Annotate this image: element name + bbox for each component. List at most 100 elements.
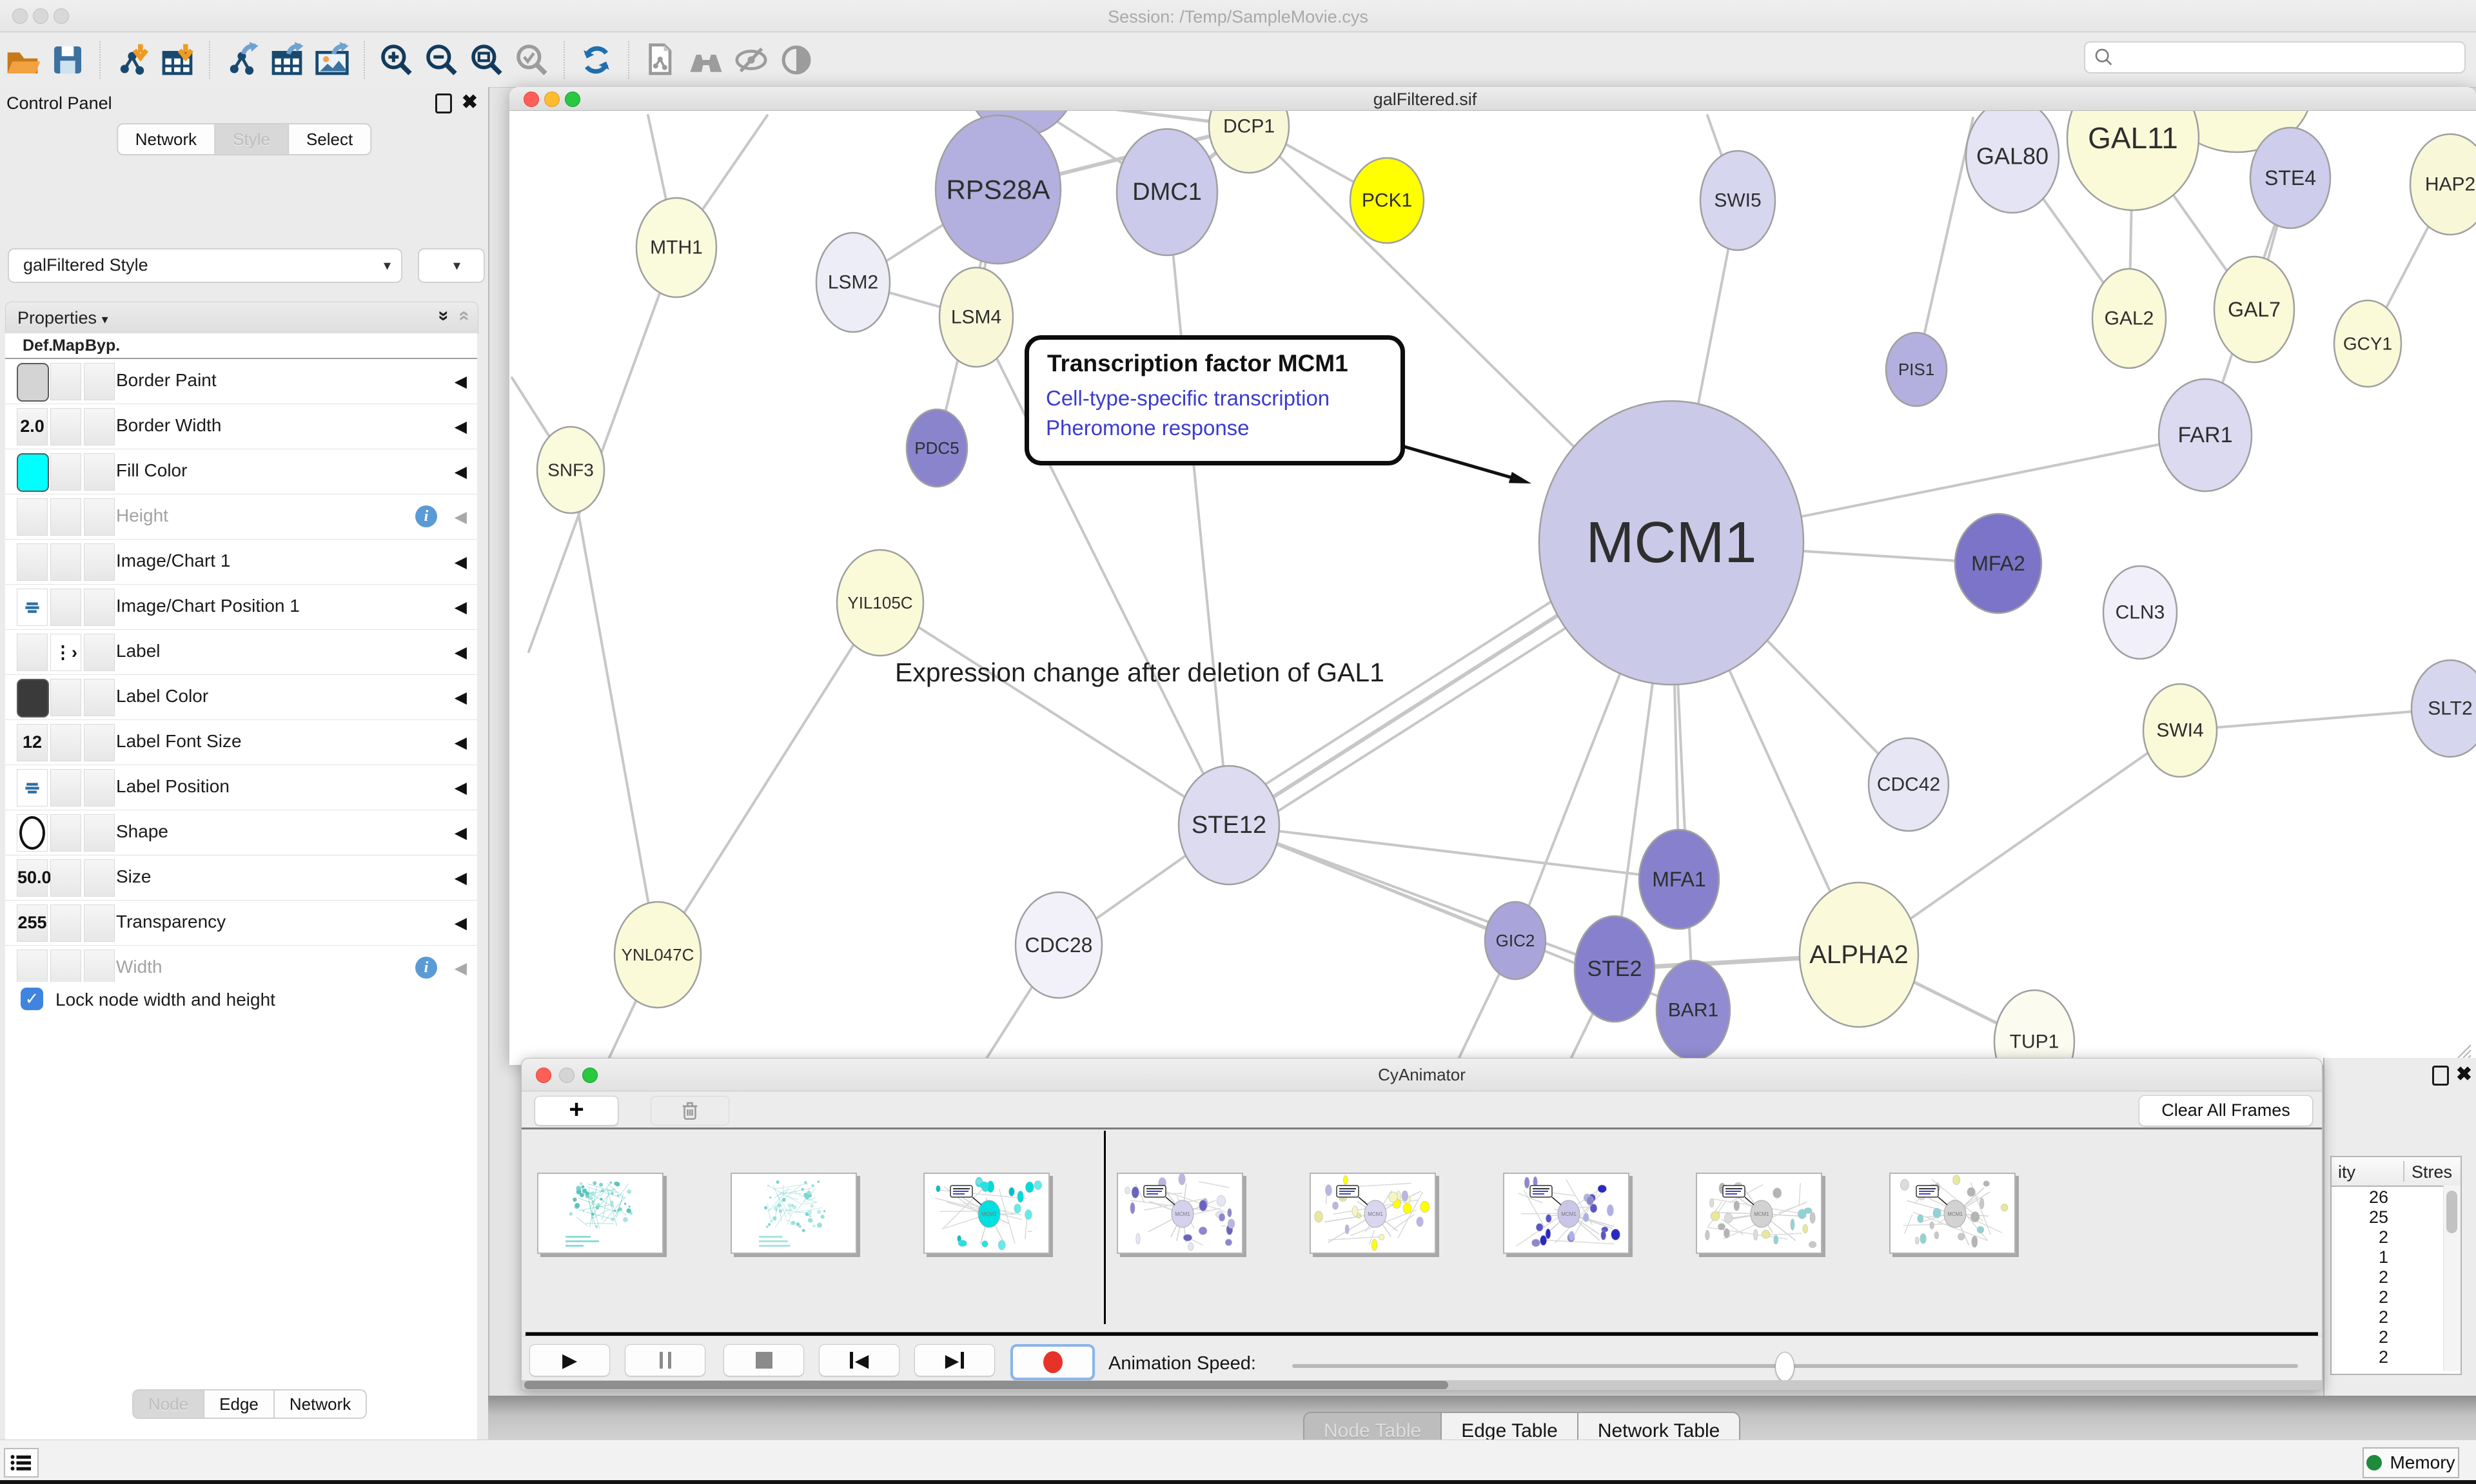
network-node-RPS28A[interactable]: RPS28A — [934, 114, 1062, 265]
table-row[interactable]: 2 — [2378, 1347, 2388, 1367]
zoom-selected-icon[interactable] — [514, 42, 550, 78]
network-edge[interactable] — [527, 246, 678, 653]
close-panel-icon[interactable]: ✖ — [461, 92, 478, 113]
network-node-GAL80[interactable]: GAL80 — [1965, 111, 2060, 214]
float-panel-icon[interactable] — [435, 93, 452, 113]
mapping-cell[interactable] — [50, 543, 81, 581]
task-history-button[interactable] — [4, 1448, 39, 1478]
network-edge[interactable] — [879, 601, 1230, 826]
bypass-cell[interactable] — [84, 769, 115, 806]
network-edge[interactable] — [2179, 707, 2451, 732]
mapping-cell[interactable] — [50, 453, 81, 491]
network-node-MFA1[interactable]: MFA1 — [1638, 828, 1720, 930]
record-button[interactable] — [1010, 1344, 1095, 1380]
mapping-cell[interactable] — [50, 950, 81, 987]
frame-thumbnail-5[interactable]: MCM1 — [1502, 1173, 1629, 1254]
table-row[interactable]: 26 — [2368, 1187, 2388, 1207]
default-value-cell[interactable] — [17, 498, 48, 536]
mapping-cell[interactable] — [50, 408, 81, 445]
property-row-image-chart-1[interactable]: Image/Chart 1 ◀ — [5, 540, 477, 585]
network-canvas[interactable]: DCP1 RPS28A DMC1 PCK1 SWI5 GAL80 GAL11 STE4 HAP2… — [509, 111, 2476, 1066]
zoom-window-icon[interactable] — [582, 1068, 598, 1083]
float-panel-icon[interactable] — [2432, 1066, 2449, 1086]
network-overview-icon[interactable] — [643, 42, 679, 78]
expand-row-icon[interactable]: ◀ — [454, 598, 467, 616]
network-node-GAL11[interactable]: GAL11 — [2066, 111, 2200, 211]
bypass-cell[interactable] — [84, 498, 115, 536]
network-node-BAR1[interactable]: BAR1 — [1655, 959, 1731, 1061]
property-row-border-paint[interactable]: Border Paint ◀ — [5, 359, 477, 404]
frame-thumbnail-7[interactable]: MCM1 — [1889, 1173, 2016, 1254]
delete-frame-button[interactable] — [651, 1096, 729, 1126]
import-network-icon[interactable] — [114, 42, 150, 78]
network-node-DMC1[interactable]: DMC1 — [1115, 128, 1219, 257]
close-window-icon[interactable] — [12, 8, 28, 24]
expand-row-icon[interactable]: ◀ — [454, 914, 467, 932]
properties-header[interactable]: Properties ▾ » « — [5, 302, 478, 334]
expand-row-icon[interactable]: ◀ — [454, 508, 467, 526]
timeline-playhead[interactable] — [1104, 1131, 1106, 1324]
network-window-titlebar[interactable]: galFiltered.sif — [509, 87, 2476, 111]
apply-layout-icon[interactable] — [578, 42, 614, 78]
bypass-cell[interactable] — [84, 589, 115, 626]
info-icon[interactable]: i — [415, 505, 437, 527]
network-node-LSM2[interactable]: LSM2 — [815, 231, 891, 333]
cyanimator-titlebar[interactable]: CyAnimator — [522, 1059, 2322, 1091]
expand-row-icon[interactable]: ◀ — [454, 779, 467, 797]
resize-grip[interactable] — [2453, 1040, 2472, 1059]
network-node-MCM1[interactable]: MCM1 — [1538, 400, 1805, 686]
import-table-icon[interactable] — [159, 42, 195, 78]
export-table-icon[interactable] — [269, 41, 305, 78]
zoom-window-icon[interactable] — [54, 8, 69, 24]
table-row[interactable]: 2 — [2378, 1307, 2388, 1327]
mapping-cell[interactable] — [50, 769, 81, 806]
expand-row-icon[interactable]: ◀ — [454, 688, 467, 707]
export-network-icon[interactable] — [224, 41, 260, 78]
collapse-all-icon[interactable]: « — [454, 310, 476, 322]
network-node-CLN3[interactable]: CLN3 — [2102, 565, 2178, 660]
property-row-label-color[interactable]: Label Color ◀ — [5, 675, 477, 720]
default-value-cell[interactable]: 50.0 — [17, 859, 52, 897]
property-row-fill-color[interactable]: Fill Color ◀ — [5, 449, 477, 494]
mapping-cell[interactable] — [50, 814, 81, 852]
style-options-button[interactable]: ▾ — [418, 248, 485, 283]
info-icon[interactable]: i — [415, 957, 437, 979]
property-row-image-chart-position-1[interactable]: Image/Chart Position 1 ◀ — [5, 585, 477, 630]
property-row-height[interactable]: Height i ◀ — [5, 494, 477, 540]
network-node-GAL2[interactable]: GAL2 — [2091, 268, 2167, 369]
node-table-header[interactable]: ity Stres — [2332, 1157, 2461, 1187]
expand-row-icon[interactable]: ◀ — [454, 373, 467, 391]
property-row-label-font-size[interactable]: 12 Label Font Size ◀ — [5, 720, 477, 765]
pause-button[interactable] — [625, 1344, 705, 1376]
bypass-cell[interactable] — [84, 634, 115, 671]
annotation-link-2[interactable]: Pheromone response — [1046, 416, 1250, 440]
minimize-window-icon[interactable] — [544, 92, 560, 107]
network-node-CDC28[interactable]: CDC28 — [1014, 891, 1103, 999]
play-button[interactable]: ▶ — [529, 1344, 610, 1376]
network-edge[interactable] — [569, 469, 659, 956]
expand-row-icon[interactable]: ◀ — [454, 643, 467, 661]
mapping-cell[interactable] — [50, 904, 81, 942]
network-node-STE12[interactable]: STE12 — [1177, 765, 1281, 886]
panel-tab-edge[interactable]: Edge — [204, 1389, 274, 1419]
network-node-CDC42[interactable]: CDC42 — [1867, 737, 1950, 832]
default-value-cell[interactable] — [17, 543, 48, 581]
bypass-cell[interactable] — [84, 904, 115, 942]
tab-network[interactable]: Network — [116, 123, 215, 155]
previous-frame-button[interactable]: ◀ — [819, 1344, 899, 1376]
frame-thumbnail-4[interactable]: MCM1 — [1310, 1173, 1436, 1254]
tab-select[interactable]: Select — [288, 123, 372, 155]
contrast-icon[interactable] — [778, 42, 814, 78]
property-row-label-position[interactable]: Label Position ◀ — [5, 765, 477, 810]
property-row-size[interactable]: 50.0 Size ◀ — [5, 855, 477, 901]
frame-thumbnail-0[interactable] — [537, 1173, 663, 1254]
animation-speed-slider[interactable] — [1292, 1364, 2298, 1368]
tab-style[interactable]: Style — [215, 123, 288, 155]
search-binoculars-icon[interactable] — [688, 42, 724, 78]
default-value-cell[interactable] — [17, 679, 49, 718]
panel-tab-node[interactable]: Node — [132, 1389, 204, 1419]
mapping-cell[interactable] — [50, 589, 81, 626]
lock-size-checkbox[interactable]: ✓ — [21, 988, 43, 1010]
bypass-cell[interactable] — [84, 408, 115, 445]
property-row-border-width[interactable]: 2.0 Border Width ◀ — [5, 404, 477, 449]
